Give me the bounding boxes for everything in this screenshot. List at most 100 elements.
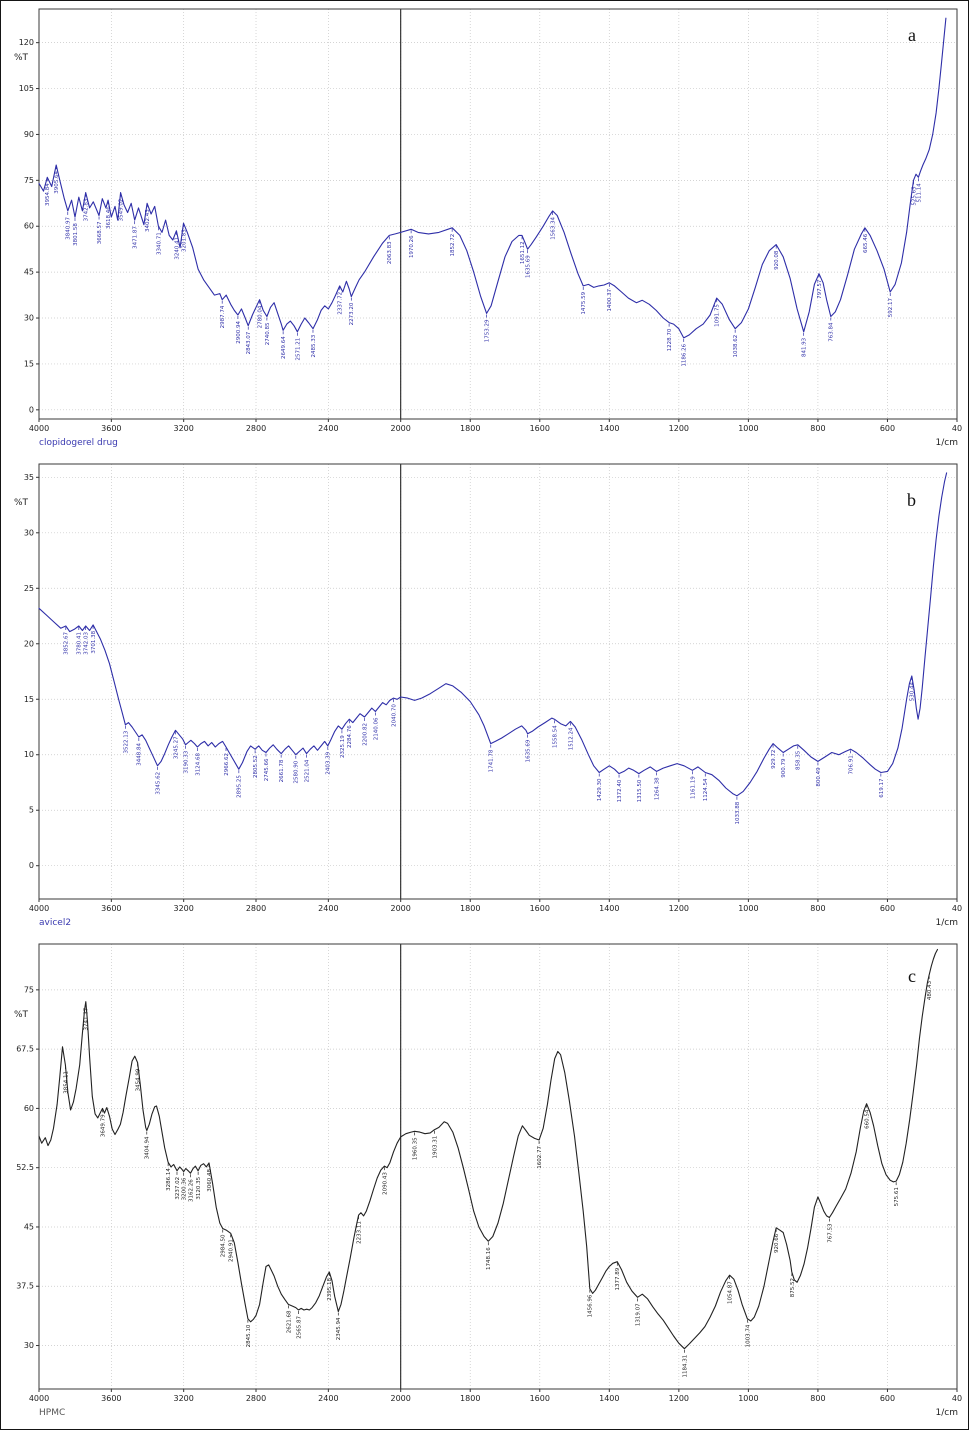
svg-text:1264.38: 1264.38 (655, 777, 661, 800)
svg-text:1852.72: 1852.72 (450, 234, 456, 257)
svg-text:2895.25: 2895.25 (237, 775, 243, 798)
svg-text:2800: 2800 (246, 1394, 266, 1403)
svg-text:3742.83: 3742.83 (84, 198, 90, 221)
svg-text:3522.13: 3522.13 (123, 730, 129, 753)
svg-text:3454.99: 3454.99 (135, 1068, 141, 1091)
svg-text:1741.78: 1741.78 (489, 749, 495, 772)
svg-text:1377.89: 1377.89 (615, 1267, 621, 1290)
x-axis-unit-b: 1/cm (935, 918, 958, 928)
svg-text:4000: 4000 (29, 904, 49, 913)
svg-text:2140.06: 2140.06 (373, 717, 379, 740)
svg-text:2395.18: 2395.18 (327, 1278, 333, 1301)
svg-text:1200: 1200 (669, 424, 689, 433)
svg-text:800.49: 800.49 (816, 767, 822, 787)
svg-text:5: 5 (29, 806, 34, 815)
svg-text:1228.70: 1228.70 (667, 328, 673, 351)
svg-text:1319.07: 1319.07 (635, 1303, 641, 1326)
svg-text:875.52: 875.52 (790, 1278, 796, 1297)
ftir-panel-c: 30 37.5 45 52.5 60 67.5 75 4000 3600 3200 2800 2400… (1, 936, 968, 1429)
svg-text:920.66: 920.66 (774, 1233, 780, 1253)
svg-text:2780.04: 2780.04 (258, 305, 264, 328)
svg-text:1512.24: 1512.24 (568, 727, 574, 750)
svg-text:575.61: 575.61 (894, 1187, 900, 1206)
svg-text:3240.41: 3240.41 (174, 237, 180, 260)
svg-text:1970.26: 1970.26 (409, 235, 415, 258)
svg-text:3345.62: 3345.62 (155, 772, 161, 795)
svg-text:1600: 1600 (530, 424, 550, 433)
svg-text:3200: 3200 (173, 424, 193, 433)
svg-text:1600: 1600 (530, 904, 550, 913)
svg-text:3124.68: 3124.68 (195, 752, 201, 775)
svg-text:90: 90 (24, 130, 34, 139)
svg-text:120: 120 (19, 38, 34, 47)
svg-text:2966.62: 2966.62 (224, 753, 230, 776)
svg-text:3404.94: 3404.94 (145, 1136, 151, 1159)
svg-text:45: 45 (24, 268, 34, 277)
svg-text:2233.11: 2233.11 (356, 1221, 362, 1244)
svg-text:800: 800 (810, 424, 825, 433)
svg-text:2745.66: 2745.66 (264, 758, 270, 781)
svg-text:1184.31: 1184.31 (682, 1355, 688, 1378)
svg-text:3954.84: 3954.84 (45, 183, 51, 206)
svg-text:67.5: 67.5 (16, 1045, 34, 1054)
svg-text:2987.74: 2987.74 (220, 305, 226, 328)
svg-text:30: 30 (24, 528, 34, 537)
y-axis-label-c: %T (14, 1010, 29, 1020)
svg-text:600: 600 (880, 424, 895, 433)
svg-text:3471.87: 3471.87 (133, 226, 139, 249)
svg-text:2521.04: 2521.04 (304, 759, 310, 782)
svg-text:1903.31: 1903.31 (432, 1136, 438, 1159)
svg-text:75: 75 (24, 176, 34, 185)
svg-text:858.35: 858.35 (796, 750, 802, 770)
spectrum-plot-hpmc: 30 37.5 45 52.5 60 67.5 75 4000 3600 3200 2800 2400… (16, 943, 962, 1403)
svg-text:1800: 1800 (460, 904, 480, 913)
svg-text:3286.14: 3286.14 (166, 1168, 172, 1191)
svg-text:480.43: 480.43 (927, 980, 933, 1000)
y-axis-label-b: %T (14, 498, 29, 508)
svg-text:2000: 2000 (391, 424, 411, 433)
svg-text:1635.69: 1635.69 (526, 739, 532, 762)
svg-text:841.93: 841.93 (802, 337, 808, 357)
svg-text:3120.35: 3120.35 (196, 1176, 202, 1199)
svg-text:15: 15 (24, 359, 34, 368)
svg-text:3190.33: 3190.33 (183, 750, 189, 773)
svg-text:525.65: 525.65 (911, 186, 917, 206)
spectrum-plot-clopidogrel: 0 15 30 45 60 75 90 105 120 4000 3600 3200 2800 2400 2… (19, 8, 962, 433)
svg-text:2580.90: 2580.90 (294, 760, 300, 783)
svg-text:1400: 1400 (599, 904, 619, 913)
svg-text:2571.21: 2571.21 (295, 338, 301, 361)
svg-text:75: 75 (24, 985, 34, 994)
svg-text:1033.88: 1033.88 (735, 801, 741, 824)
svg-text:1124.54: 1124.54 (703, 778, 709, 801)
svg-text:30: 30 (24, 314, 34, 323)
svg-text:4000: 4000 (29, 424, 49, 433)
svg-text:2400: 2400 (318, 904, 338, 913)
y-axis-label-a: %T (14, 53, 29, 63)
svg-text:2400: 2400 (318, 1394, 338, 1403)
ftir-panel-a: 0 15 30 45 60 75 90 105 120 4000 3600 3200 2800 2400 2… (1, 1, 968, 456)
svg-text:1753.29: 1753.29 (484, 319, 490, 342)
svg-text:2400: 2400 (318, 424, 338, 433)
svg-text:3801.58: 3801.58 (73, 223, 79, 246)
svg-text:1000: 1000 (738, 424, 758, 433)
svg-text:15: 15 (24, 695, 34, 704)
svg-text:3854.11: 3854.11 (63, 1071, 69, 1094)
svg-text:1003.74: 1003.74 (745, 1324, 751, 1347)
svg-text:2649.64: 2649.64 (281, 336, 287, 359)
svg-text:3840.97: 3840.97 (66, 216, 72, 239)
svg-text:3852.67: 3852.67 (64, 632, 70, 655)
svg-text:2984.50: 2984.50 (221, 1234, 227, 1257)
svg-text:1315.50: 1315.50 (637, 779, 643, 802)
svg-text:3245.27: 3245.27 (173, 736, 179, 759)
svg-text:511.14: 511.14 (916, 183, 922, 203)
svg-text:920.08: 920.08 (774, 250, 780, 270)
svg-text:4000: 4000 (29, 1394, 49, 1403)
svg-text:2621.68: 2621.68 (286, 1310, 292, 1333)
panel-letter-a: a (908, 25, 916, 45)
svg-text:3600: 3600 (101, 904, 121, 913)
svg-text:3701.38: 3701.38 (91, 630, 97, 653)
svg-text:3340.71: 3340.71 (156, 232, 162, 255)
svg-text:619.17: 619.17 (879, 778, 885, 798)
svg-text:3742.03: 3742.03 (84, 632, 90, 655)
svg-text:3200: 3200 (173, 1394, 193, 1403)
